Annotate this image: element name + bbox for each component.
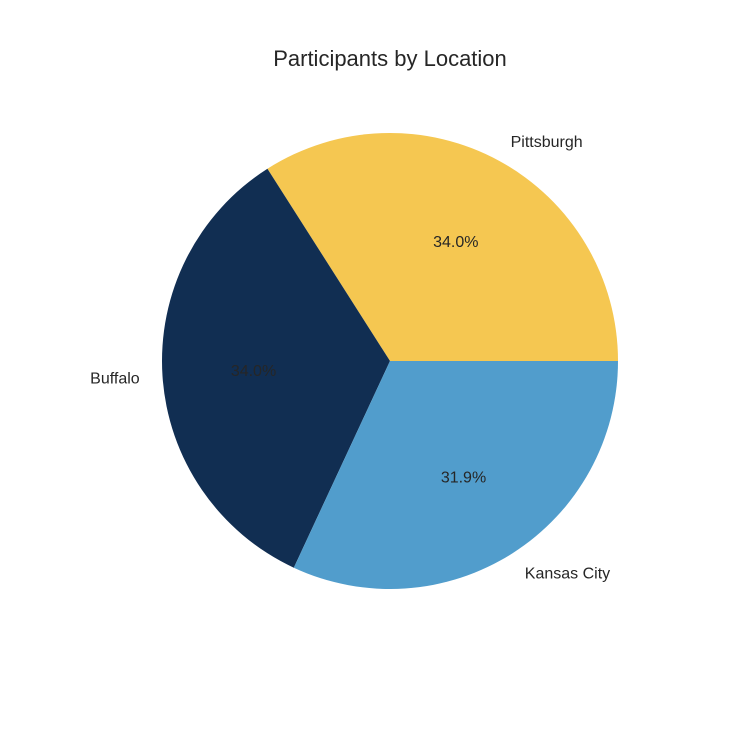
- pie-slice-kansas-city: [293, 361, 618, 589]
- pie-slice-buffalo: [162, 168, 390, 568]
- slice-label-buffalo: Buffalo: [90, 371, 140, 388]
- pie-labels: Pittsburgh 34.0% Buffalo 34.0% Kansas City 31…: [90, 134, 610, 582]
- slice-label-pittsburgh: Pittsburgh: [511, 134, 583, 151]
- chart-title: Participants by Location: [273, 46, 507, 71]
- percent-label-pittsburgh: 34.0%: [433, 234, 478, 251]
- pie-slice-pittsburgh: [267, 132, 618, 361]
- percent-label-buffalo: 34.0%: [231, 363, 276, 380]
- pie-slices: [162, 132, 618, 589]
- slice-label-kansas-city: Kansas City: [525, 566, 610, 583]
- percent-label-kansas-city: 31.9%: [441, 469, 486, 486]
